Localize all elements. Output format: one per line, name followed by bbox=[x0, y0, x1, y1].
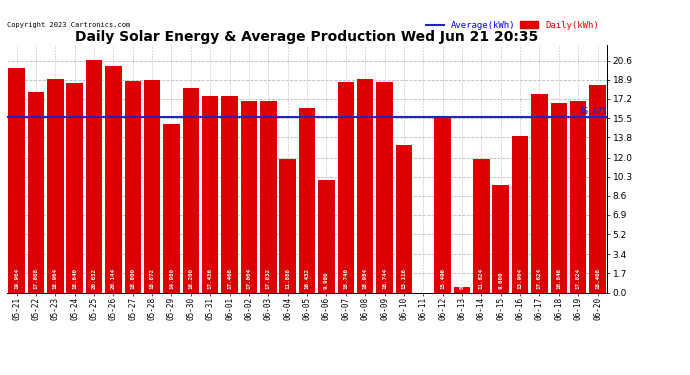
Bar bbox=[473, 159, 490, 292]
Bar bbox=[28, 92, 44, 292]
Bar bbox=[124, 81, 141, 292]
Bar bbox=[376, 82, 393, 292]
Text: 18.744: 18.744 bbox=[382, 268, 387, 289]
Text: 0.524: 0.524 bbox=[460, 272, 464, 289]
Text: 13.116: 13.116 bbox=[402, 268, 406, 289]
Legend: Average(kWh), Daily(kWh): Average(kWh), Daily(kWh) bbox=[422, 17, 602, 33]
Text: 17.808: 17.808 bbox=[33, 268, 39, 289]
Bar bbox=[531, 94, 548, 292]
Bar bbox=[183, 88, 199, 292]
Text: 16.848: 16.848 bbox=[556, 268, 561, 289]
Bar bbox=[66, 83, 83, 292]
Title: Daily Solar Energy & Average Production Wed Jun 21 20:35: Daily Solar Energy & Average Production … bbox=[75, 30, 539, 44]
Text: Copyright 2023 Cartronics.com: Copyright 2023 Cartronics.com bbox=[7, 22, 130, 28]
Text: 18.200: 18.200 bbox=[188, 268, 193, 289]
Bar bbox=[570, 101, 586, 292]
Bar bbox=[164, 124, 179, 292]
Bar bbox=[144, 80, 160, 292]
Text: 13.904: 13.904 bbox=[518, 268, 522, 289]
Text: 16.432: 16.432 bbox=[304, 268, 310, 289]
Text: 17.004: 17.004 bbox=[246, 268, 251, 289]
Text: 20.144: 20.144 bbox=[111, 268, 116, 289]
Text: 18.740: 18.740 bbox=[344, 268, 348, 289]
Text: 18.984: 18.984 bbox=[363, 268, 368, 289]
Text: 9.600: 9.600 bbox=[498, 272, 503, 289]
Bar bbox=[395, 145, 412, 292]
Text: 18.640: 18.640 bbox=[72, 268, 77, 289]
Bar bbox=[221, 96, 238, 292]
Text: 18.872: 18.872 bbox=[150, 268, 155, 289]
Text: 17.032: 17.032 bbox=[266, 268, 270, 289]
Text: 18.800: 18.800 bbox=[130, 268, 135, 289]
Bar bbox=[512, 136, 529, 292]
Text: 17.468: 17.468 bbox=[227, 268, 232, 289]
Bar bbox=[260, 101, 277, 292]
Text: 11.888: 11.888 bbox=[285, 268, 290, 289]
Bar bbox=[47, 79, 63, 292]
Text: 15.573: 15.573 bbox=[580, 106, 607, 116]
Bar bbox=[454, 286, 470, 292]
Bar bbox=[8, 68, 25, 292]
Bar bbox=[241, 101, 257, 292]
Text: 19.964: 19.964 bbox=[14, 268, 19, 289]
Bar bbox=[357, 79, 373, 292]
Text: 20.632: 20.632 bbox=[92, 268, 97, 289]
Bar bbox=[318, 180, 335, 292]
Bar bbox=[86, 60, 102, 292]
Text: 11.824: 11.824 bbox=[479, 268, 484, 289]
Text: 9.980: 9.980 bbox=[324, 272, 329, 289]
Text: 18.408: 18.408 bbox=[595, 268, 600, 289]
Text: 15.496: 15.496 bbox=[440, 268, 445, 289]
Text: 18.964: 18.964 bbox=[53, 268, 58, 289]
Bar bbox=[493, 184, 509, 292]
Bar bbox=[551, 103, 567, 292]
Text: 17.024: 17.024 bbox=[575, 268, 581, 289]
Bar bbox=[299, 108, 315, 292]
Bar bbox=[279, 159, 296, 292]
Text: 17.436: 17.436 bbox=[208, 268, 213, 289]
Bar bbox=[202, 96, 219, 292]
Text: 14.980: 14.980 bbox=[169, 268, 174, 289]
Bar bbox=[105, 66, 121, 292]
Bar bbox=[589, 86, 606, 292]
Text: 17.624: 17.624 bbox=[537, 268, 542, 289]
Bar bbox=[337, 82, 354, 292]
Bar bbox=[435, 118, 451, 292]
